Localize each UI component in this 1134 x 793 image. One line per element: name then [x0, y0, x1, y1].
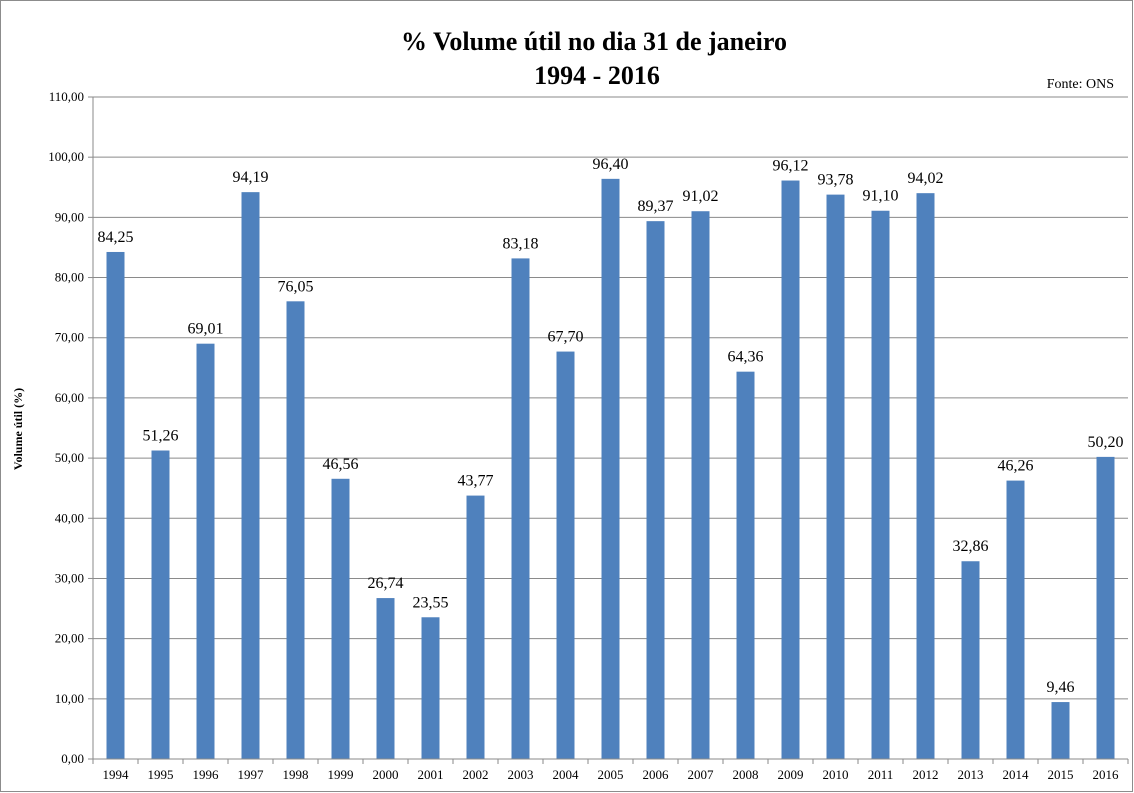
bar-2011 — [871, 210, 890, 759]
y-tick-label: 60,00 — [55, 390, 84, 405]
bar-2000 — [376, 598, 395, 759]
bars — [106, 178, 1115, 760]
bar-value-label: 76,05 — [278, 278, 314, 295]
bar-value-label: 89,37 — [638, 198, 674, 215]
x-tick-label: 2014 — [1003, 767, 1030, 782]
bar-value-labels: 84,25 51,26 69,01 94,19 76,05 46,56 26,74 23,55… — [98, 156, 1124, 696]
bar-value-label: 46,26 — [998, 458, 1034, 475]
bar-2001 — [421, 617, 440, 759]
bar-value-label: 83,18 — [503, 235, 539, 252]
x-tick-label: 2009 — [778, 767, 804, 782]
x-tick-label: 2015 — [1048, 767, 1074, 782]
bar-2007 — [691, 211, 710, 759]
x-tick-label: 2010 — [823, 767, 849, 782]
bar-1997 — [241, 192, 260, 759]
y-tick-label: 100,00 — [48, 149, 84, 164]
bar-2005 — [601, 178, 620, 759]
y-tick-label: 110,00 — [49, 89, 84, 104]
bar-1999 — [331, 478, 350, 759]
bar-1998 — [286, 301, 305, 759]
bar-2006 — [646, 221, 665, 759]
y-tick-label: 10,00 — [55, 691, 84, 706]
y-tick-label: 0,00 — [61, 751, 84, 766]
bar-value-label: 84,25 — [98, 229, 134, 246]
x-tick-label: 1997 — [238, 767, 265, 782]
y-tick-label: 40,00 — [55, 510, 84, 525]
y-axis-title: Volume útil (%) — [11, 388, 25, 470]
x-tick-label: 2002 — [463, 767, 489, 782]
bar-value-label: 50,20 — [1088, 434, 1124, 451]
bar-value-label: 23,55 — [413, 594, 449, 611]
bar-value-label: 91,02 — [683, 188, 719, 205]
bar-2002 — [466, 495, 485, 759]
x-tick-label: 2016 — [1093, 767, 1120, 782]
bar-value-label: 96,40 — [593, 156, 629, 173]
bar-2015 — [1051, 702, 1070, 759]
x-tick-label: 2006 — [643, 767, 670, 782]
bar-2009 — [781, 180, 800, 760]
y-tick-label: 30,00 — [55, 570, 84, 585]
bar-value-label: 32,86 — [953, 538, 989, 555]
bar-2003 — [511, 258, 530, 759]
x-tick-label: 2000 — [373, 767, 399, 782]
bar-value-label: 26,74 — [368, 575, 404, 592]
chart-subtitle: 1994 - 2016 — [534, 61, 660, 90]
chart-source: Fonte: ONS — [1047, 77, 1114, 92]
x-axis-ticks: 1994 1995 1996 1997 1998 1999 2000 2001 2002 2003… — [92, 759, 1129, 782]
x-tick-label: 2005 — [598, 767, 624, 782]
y-axis-ticks: 0,00 10,00 20,00 30,00 40,00 50,00 60,00 70,00 8… — [48, 89, 93, 766]
bar-2012 — [916, 193, 935, 760]
chart-title: % Volume útil no dia 31 de janeiro — [401, 27, 787, 56]
x-tick-label: 2008 — [733, 767, 759, 782]
bar-1996 — [196, 343, 215, 759]
bar-value-label: 96,12 — [773, 158, 809, 175]
bar-value-label: 93,78 — [818, 172, 854, 189]
bar-2008 — [736, 371, 755, 759]
x-tick-label: 2012 — [913, 767, 939, 782]
x-tick-label: 2007 — [688, 767, 715, 782]
bar-value-label: 69,01 — [188, 321, 224, 338]
bar-2004 — [556, 351, 575, 759]
y-tick-label: 20,00 — [55, 631, 84, 646]
bar-value-label: 46,56 — [323, 456, 359, 473]
y-tick-label: 90,00 — [55, 209, 84, 224]
x-tick-label: 2001 — [418, 767, 444, 782]
x-tick-label: 2011 — [868, 767, 894, 782]
x-tick-label: 1999 — [328, 767, 354, 782]
x-tick-label: 1996 — [193, 767, 220, 782]
x-tick-label: 1995 — [148, 767, 174, 782]
bar-value-label: 94,19 — [233, 169, 269, 186]
bar-1995 — [151, 450, 170, 759]
axes — [92, 97, 1128, 760]
bar-2016 — [1096, 456, 1115, 759]
x-tick-label: 2003 — [508, 767, 534, 782]
bar-2010 — [826, 194, 845, 759]
bar-value-label: 9,46 — [1047, 679, 1075, 696]
bar-value-label: 64,36 — [728, 349, 764, 366]
bar-value-label: 91,10 — [863, 188, 899, 205]
bar-value-label: 67,70 — [548, 329, 584, 346]
x-tick-label: 1998 — [283, 767, 309, 782]
bar-1994 — [106, 251, 125, 759]
bar-2013 — [961, 561, 980, 759]
x-tick-label: 2013 — [958, 767, 984, 782]
x-tick-label: 1994 — [103, 767, 130, 782]
x-tick-label: 2004 — [553, 767, 580, 782]
bar-value-label: 51,26 — [143, 428, 179, 445]
y-tick-label: 70,00 — [55, 330, 84, 345]
y-tick-label: 50,00 — [55, 450, 84, 465]
bar-2014 — [1006, 480, 1025, 759]
bar-value-label: 94,02 — [908, 170, 944, 187]
bar-value-label: 43,77 — [458, 473, 494, 490]
y-tick-label: 80,00 — [55, 270, 84, 285]
